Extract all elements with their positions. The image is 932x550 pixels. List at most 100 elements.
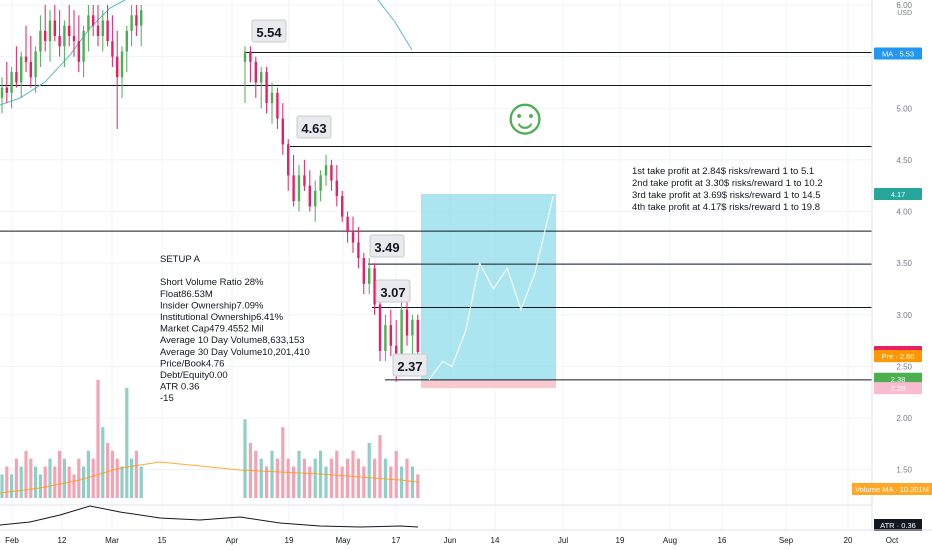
price-badge-bg xyxy=(874,350,922,363)
atr-badge-text: ATR · 0.36 xyxy=(880,521,916,530)
candle-body xyxy=(330,165,333,181)
x-tick-label: 16 xyxy=(718,536,727,545)
atr-line xyxy=(0,505,419,528)
annotations: SETUP A Short Volume Ratio 28%Float86.53M… xyxy=(160,88,823,404)
candle-body xyxy=(0,87,4,98)
candle-body xyxy=(378,304,382,351)
volume-bar xyxy=(86,450,90,498)
y-tick-label: 4.00 xyxy=(896,208,912,217)
volume-bar xyxy=(410,466,414,498)
candle-body xyxy=(96,25,100,36)
x-tick-label: 15 xyxy=(158,536,167,545)
price-badge: Pre · 2.60 xyxy=(874,350,922,363)
candle-body xyxy=(135,15,138,26)
price-axis-bg xyxy=(872,0,932,550)
candle-body xyxy=(125,30,128,52)
candle-body xyxy=(389,325,392,346)
ma-line-segment xyxy=(0,0,126,106)
candle-body xyxy=(314,190,317,207)
price-badge-text: 4.17 xyxy=(891,190,906,199)
candle-body xyxy=(15,72,18,83)
volume-bar xyxy=(82,466,86,498)
moving-average-line xyxy=(0,0,413,106)
level-label-bg xyxy=(251,19,287,43)
volume-bar xyxy=(356,458,360,498)
take-profit-line: 3rd take profit at 3.69$ risks/reward 1 … xyxy=(632,190,821,201)
volume-bar xyxy=(329,458,333,498)
candle-body xyxy=(362,257,365,284)
volume-bar xyxy=(400,466,404,498)
volume-bar xyxy=(96,380,100,498)
loss-zone xyxy=(421,379,556,389)
volume-badge: Volume MA · 10.201M xyxy=(852,483,932,495)
candle-body xyxy=(292,175,295,202)
candle-body xyxy=(254,61,257,83)
volume-bar xyxy=(367,442,371,498)
atr-panel xyxy=(0,504,872,528)
grid xyxy=(0,0,872,530)
setup-line: Price/Book4.76 xyxy=(160,358,224,369)
setup-line: Insider Ownership7.09% xyxy=(160,300,264,311)
volume-bar xyxy=(286,458,290,498)
candle-body xyxy=(82,30,85,62)
time-axis[interactable]: Feb 12 Mar 15 Apr 19 May 17 Jun 14 Jul 19 Aug 16 Sep 20… xyxy=(0,529,932,545)
candle-body xyxy=(357,242,360,258)
level-label-bg xyxy=(375,279,411,303)
setup-line: Market Cap479.4552 Mil xyxy=(160,324,264,335)
x-tick-label: 17 xyxy=(392,536,401,545)
volume-bar xyxy=(125,387,129,498)
x-tick-label: May xyxy=(335,536,350,545)
candle-body xyxy=(29,61,32,78)
volume-bar xyxy=(134,450,138,498)
price-badge: 4.17 xyxy=(874,187,922,200)
setup-line: Short Volume Ratio 28% xyxy=(160,277,264,288)
level-label-text: 2.37 xyxy=(397,359,422,374)
x-tick-label: Aug xyxy=(663,536,677,545)
candle-body xyxy=(249,51,252,62)
price-badge-text: 2.29 xyxy=(891,384,906,393)
candle-body xyxy=(243,51,247,62)
candle-body xyxy=(411,319,414,336)
candle-body xyxy=(281,118,284,145)
x-tick-label: 20 xyxy=(844,536,853,545)
level-label-bg xyxy=(392,353,428,377)
level-label-text: 3.07 xyxy=(380,285,405,300)
candle-body xyxy=(335,180,338,197)
candle-body xyxy=(101,20,104,36)
candle-body xyxy=(324,165,328,176)
candle-body xyxy=(63,25,66,47)
level-label: 5.54 xyxy=(251,19,287,43)
setup-line: Average 10 Day Volume8,633,153 xyxy=(160,335,305,346)
volume-bars xyxy=(0,380,420,498)
volume-bar xyxy=(101,427,105,498)
candle-body xyxy=(106,20,109,42)
candle-body xyxy=(341,196,344,217)
level-label: 2.37 xyxy=(392,353,428,377)
take-profit-line: 1st take profit at 2.84$ risks/reward 1 … xyxy=(632,166,814,177)
volume-bar xyxy=(335,450,339,498)
volume-bar xyxy=(351,450,355,498)
setup-line: Float86.53M xyxy=(160,289,213,300)
candle-body xyxy=(24,56,28,62)
price-axis[interactable]: 6.005.505.004.504.003.503.002.502.001.50… xyxy=(852,0,932,550)
setup-line: Debt/Equity0.00 xyxy=(160,370,228,381)
price-badge-text: 2.38 xyxy=(891,375,906,384)
volume-bar xyxy=(91,458,95,498)
candle-body xyxy=(10,72,13,93)
x-tick-label: Sep xyxy=(779,536,794,545)
volume-bar xyxy=(383,458,387,498)
candle-body xyxy=(405,309,409,336)
candle-body xyxy=(287,144,290,176)
level-label-text: 4.63 xyxy=(301,121,326,136)
trade-zones xyxy=(421,193,556,389)
volume-bar xyxy=(270,450,274,498)
candle-body xyxy=(48,20,52,42)
candle-body xyxy=(53,20,56,36)
volume-bar xyxy=(106,442,110,498)
candle-body xyxy=(384,325,387,351)
candle-body xyxy=(260,72,263,83)
x-tick-label: 12 xyxy=(58,536,67,545)
x-tick-label: 19 xyxy=(616,536,625,545)
volume-bar xyxy=(115,458,119,498)
